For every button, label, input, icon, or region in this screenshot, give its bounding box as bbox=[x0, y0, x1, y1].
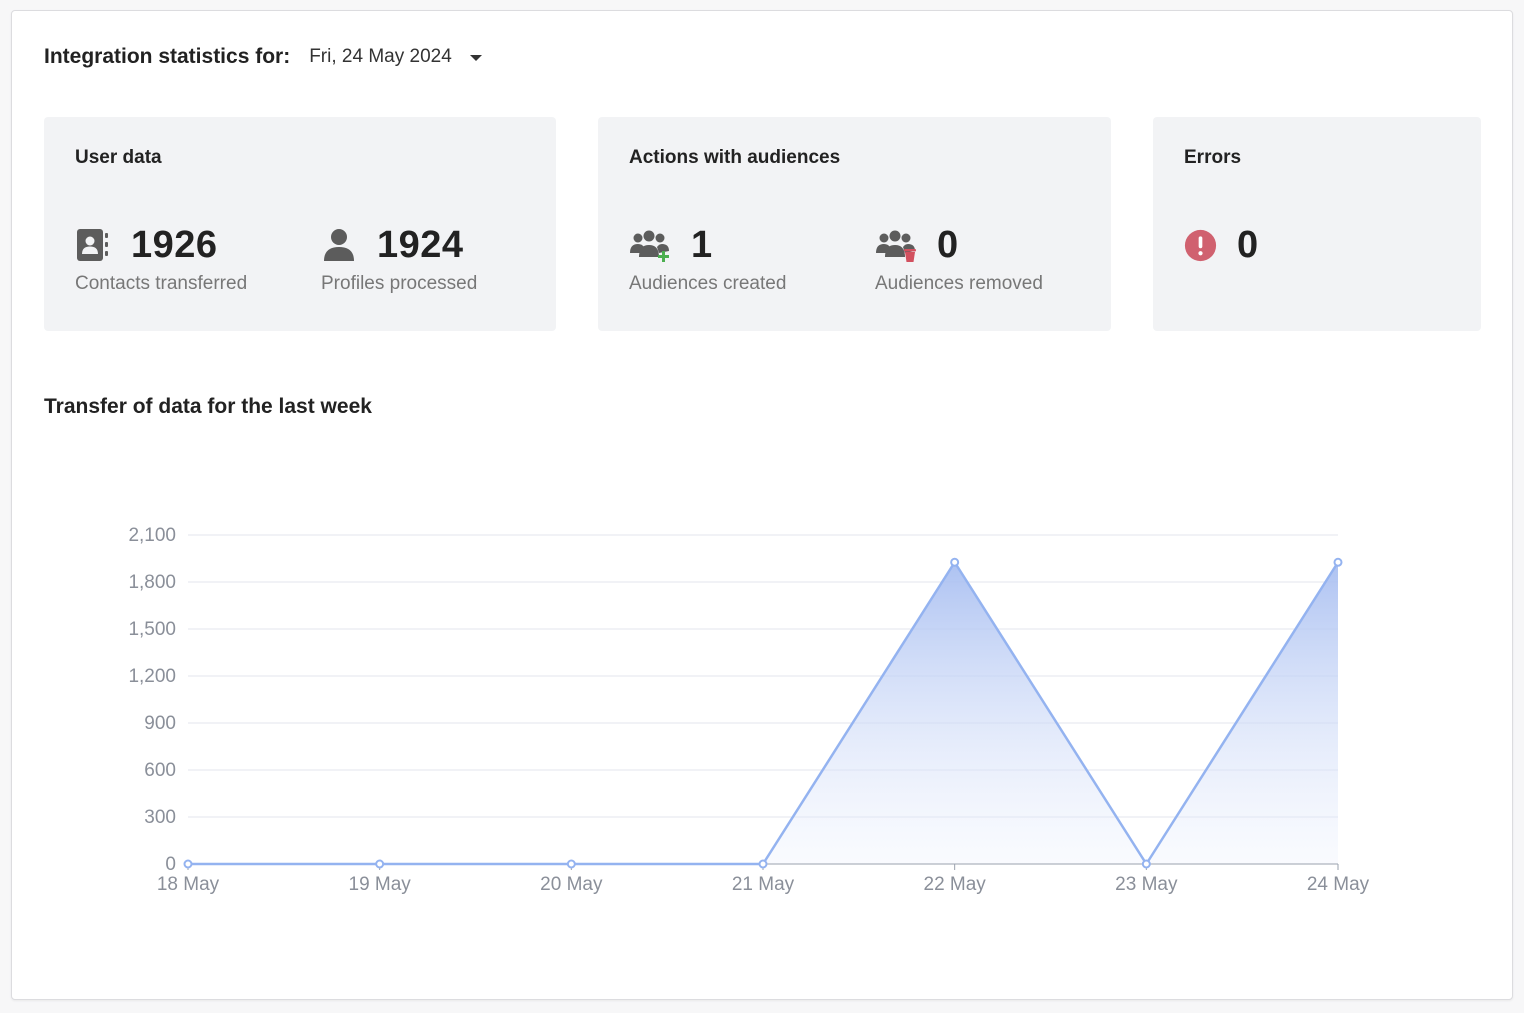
audiences-removed-label: Audiences removed bbox=[875, 273, 1043, 294]
y-tick-label: 900 bbox=[144, 713, 176, 734]
error-icon bbox=[1184, 229, 1217, 261]
integration-statistics-panel: Integration statistics for: Fri, 24 May … bbox=[11, 10, 1513, 1000]
contacts-transferred-stat: 1926 Contacts transferred bbox=[75, 223, 247, 295]
x-tick-label: 24 May bbox=[1307, 874, 1370, 895]
contacts-book-icon bbox=[77, 229, 108, 261]
y-tick-label: 1,200 bbox=[128, 666, 176, 687]
errors-title: Errors bbox=[1184, 147, 1242, 168]
statistics-header: Integration statistics for: Fri, 24 May … bbox=[44, 45, 482, 69]
profiles-processed-stat: 1924 Profiles processed bbox=[321, 223, 477, 295]
user-data-card: User data 1926 Contacts transferred bbox=[44, 117, 556, 331]
audience-remove-icon bbox=[876, 230, 916, 262]
header-title: Integration statistics for: bbox=[44, 45, 291, 68]
data-point bbox=[758, 859, 768, 869]
x-tick-label: 19 May bbox=[349, 874, 412, 895]
audiences-created-stat: 1 Audiences created bbox=[629, 223, 786, 295]
audiences-removed-stat: 0 Audiences removed bbox=[875, 223, 1043, 295]
errors-card: Errors 0 bbox=[1153, 117, 1481, 331]
x-tick-label: 21 May bbox=[732, 874, 795, 895]
y-tick-label: 2,100 bbox=[128, 525, 176, 546]
y-tick-label: 1,800 bbox=[128, 572, 176, 593]
data-point bbox=[1333, 557, 1343, 567]
audiences-removed-value: 0 bbox=[937, 223, 959, 266]
errors-stat: 0 bbox=[1184, 223, 1259, 267]
data-point bbox=[950, 557, 960, 567]
x-tick-label: 18 May bbox=[157, 874, 220, 895]
series-line bbox=[188, 561, 1340, 866]
contacts-transferred-label: Contacts transferred bbox=[75, 273, 248, 294]
date-dropdown[interactable]: Fri, 24 May 2024 bbox=[309, 46, 482, 68]
data-transfer-chart: 0 300 600 900 1,200 1,500 1,800 2,100 18 May 19 M… bbox=[128, 525, 1370, 895]
errors-value: 0 bbox=[1237, 223, 1259, 266]
data-point bbox=[566, 859, 576, 869]
y-tick-label: 0 bbox=[165, 854, 176, 875]
y-tick-label: 1,500 bbox=[128, 619, 176, 640]
series-area bbox=[188, 562, 1338, 864]
x-tick-label: 20 May bbox=[540, 874, 603, 895]
y-tick-label: 300 bbox=[144, 807, 176, 828]
profiles-processed-label: Profiles processed bbox=[321, 273, 478, 294]
audiences-created-value: 1 bbox=[691, 223, 713, 266]
audiences-card: Actions with audiences 1 Audiences creat… bbox=[598, 117, 1111, 331]
contacts-transferred-value: 1926 bbox=[131, 223, 218, 266]
x-tick-label: 23 May bbox=[1115, 874, 1178, 895]
data-point bbox=[1141, 859, 1151, 869]
y-tick-label: 600 bbox=[144, 760, 176, 781]
data-point bbox=[183, 859, 193, 869]
audience-add-icon bbox=[630, 230, 669, 262]
chart-section-title: Transfer of data for the last week bbox=[44, 395, 372, 418]
data-point bbox=[375, 859, 385, 869]
caret-down-icon bbox=[469, 54, 482, 61]
audiences-title: Actions with audiences bbox=[629, 147, 841, 168]
profiles-processed-value: 1924 bbox=[377, 223, 464, 266]
user-data-title: User data bbox=[75, 147, 162, 168]
x-tick-label: 22 May bbox=[924, 874, 987, 895]
audiences-created-label: Audiences created bbox=[629, 273, 787, 294]
date-value: Fri, 24 May 2024 bbox=[309, 46, 452, 67]
user-icon bbox=[324, 229, 354, 261]
